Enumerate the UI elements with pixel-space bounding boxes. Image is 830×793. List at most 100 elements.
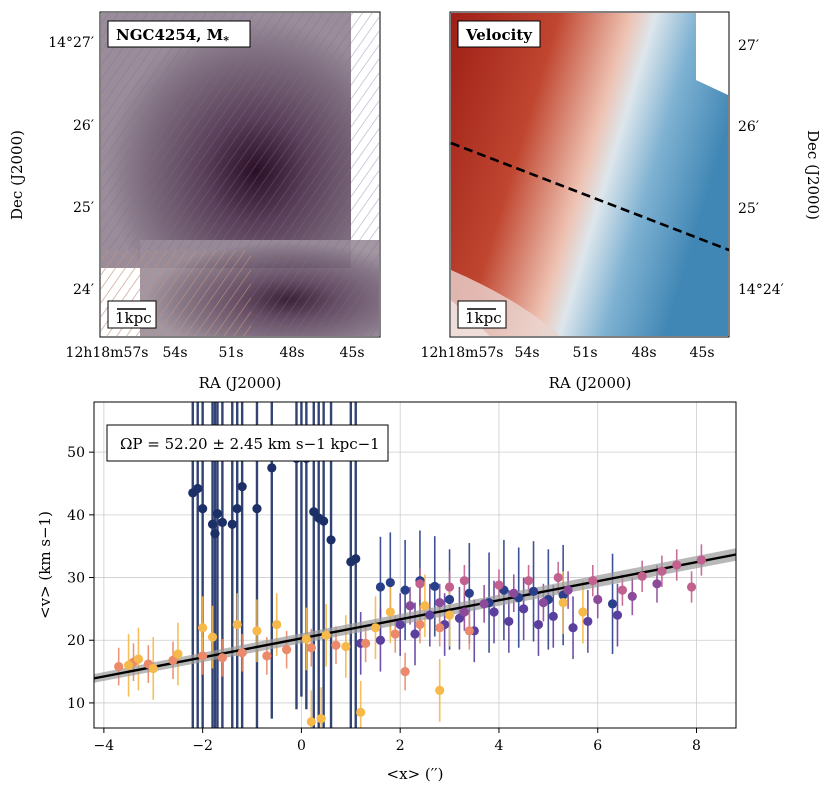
data-point bbox=[538, 598, 549, 608]
data-point bbox=[309, 507, 319, 517]
data-point bbox=[198, 651, 208, 661]
data-point bbox=[435, 598, 445, 608]
velocity-map-dec-tick: 26′ bbox=[738, 119, 759, 135]
mass-map-scalebar-box bbox=[107, 300, 157, 329]
data-point bbox=[375, 635, 386, 645]
data-point bbox=[198, 623, 208, 633]
data-point bbox=[227, 519, 237, 529]
y-tick-label: 30 bbox=[67, 571, 85, 587]
data-point bbox=[652, 579, 662, 589]
y-tick-label: 10 bbox=[67, 696, 85, 712]
velocity-map-ra-tick: 12h18m57s bbox=[421, 345, 504, 361]
data-point bbox=[319, 516, 329, 526]
velocity-map-label-box bbox=[457, 20, 541, 48]
data-point bbox=[321, 630, 331, 640]
velocity-map-scalebar-label: 1kpc bbox=[465, 309, 502, 327]
velocity-map-panel: Velocity 1kpc 27′ 26′ 25′ 14°24′ 12h18m5… bbox=[421, 11, 822, 392]
x-tick-label: 6 bbox=[593, 738, 602, 754]
data-point bbox=[612, 610, 623, 620]
pattern-speed-plot: −4 −2 0 2 4 6 8 10 20 30 40 50 ΩP = 52.20 ± 2.45 km… bbox=[36, 401, 737, 783]
data-point bbox=[593, 594, 603, 605]
mass-map-ra-tick: 51s bbox=[219, 345, 244, 361]
kinematic-axis-line bbox=[450, 141, 730, 252]
data-point bbox=[331, 640, 341, 650]
data-point bbox=[272, 619, 282, 630]
velocity-map-dec-tick: 14°24′ bbox=[738, 282, 784, 298]
mass-map-ylabel: Dec (J2000) bbox=[8, 130, 26, 220]
data-point bbox=[405, 601, 415, 611]
data-point bbox=[435, 623, 445, 633]
data-point bbox=[212, 508, 223, 519]
data-point bbox=[207, 632, 218, 642]
x-tick-label: −2 bbox=[192, 738, 213, 754]
data-point bbox=[637, 571, 647, 581]
mass-map-dec-tick: 25′ bbox=[73, 200, 94, 216]
mass-map-ra-tick: 45s bbox=[340, 345, 365, 361]
data-point bbox=[425, 610, 435, 620]
data-point bbox=[583, 616, 593, 627]
x-tick-label: −4 bbox=[94, 738, 115, 754]
data-point bbox=[356, 707, 366, 717]
data-point bbox=[533, 619, 544, 630]
velocity-map-label: Velocity bbox=[465, 26, 533, 44]
data-point bbox=[217, 517, 227, 527]
data-point bbox=[444, 610, 455, 620]
data-point bbox=[696, 555, 707, 565]
data-point bbox=[528, 586, 539, 596]
data-point bbox=[351, 554, 361, 564]
data-point bbox=[301, 634, 311, 644]
data-point bbox=[262, 651, 272, 661]
data-point bbox=[519, 604, 529, 614]
data-point bbox=[341, 641, 351, 652]
data-point bbox=[198, 503, 208, 514]
data-point bbox=[686, 582, 697, 592]
data-point bbox=[435, 685, 445, 695]
data-point bbox=[415, 579, 425, 589]
data-point bbox=[607, 599, 618, 609]
data-point bbox=[464, 588, 474, 598]
x-tick-label: 4 bbox=[494, 738, 503, 754]
mass-map-label-box bbox=[107, 20, 251, 48]
data-point bbox=[217, 653, 227, 663]
velocity-map-ylabel: Dec (J2000) bbox=[804, 130, 822, 220]
data-point bbox=[568, 623, 578, 633]
data-point bbox=[444, 582, 455, 592]
data-point bbox=[415, 619, 425, 630]
velocity-map-ra-tick: 54s bbox=[515, 345, 540, 361]
velocity-map-dec-tick: 25′ bbox=[738, 201, 759, 217]
data-point bbox=[395, 619, 405, 630]
data-point bbox=[133, 654, 144, 664]
mass-map-ra-tick: 12h18m57s bbox=[66, 345, 149, 361]
data-point bbox=[326, 535, 336, 545]
pattern-speed-annotation: ΩP = 52.20 ± 2.45 km s−1 kpc−1 bbox=[120, 435, 380, 453]
data-point bbox=[306, 717, 316, 727]
data-point bbox=[252, 626, 262, 636]
mass-map-xlabel: RA (J2000) bbox=[199, 374, 282, 392]
data-point bbox=[207, 519, 218, 529]
mass-map-panel: NGC4254, M* 1kpc 14°27′ 26′ 25′ 24′ 12h1… bbox=[8, 11, 381, 392]
data-point bbox=[553, 572, 563, 583]
x-tick-label: 8 bbox=[692, 738, 701, 754]
data-point bbox=[370, 623, 381, 633]
data-point bbox=[627, 591, 637, 601]
data-point bbox=[306, 643, 316, 653]
data-point bbox=[523, 576, 534, 586]
data-point bbox=[232, 619, 242, 630]
velocity-map-xlabel: RA (J2000) bbox=[549, 374, 632, 392]
data-point bbox=[210, 529, 220, 539]
data-point bbox=[430, 581, 440, 591]
data-point bbox=[282, 645, 292, 655]
pattern-speed-annotation-box bbox=[106, 424, 389, 462]
data-point bbox=[193, 483, 203, 494]
velocity-map-ra-tick: 51s bbox=[573, 345, 598, 361]
x-tick-label: 0 bbox=[297, 738, 306, 754]
data-point bbox=[400, 666, 410, 677]
data-point bbox=[444, 594, 455, 605]
plot-xlabel: <x> (′′) bbox=[387, 765, 444, 783]
data-point bbox=[489, 607, 499, 617]
mass-map-dec-tick: 26′ bbox=[73, 118, 94, 134]
data-point bbox=[420, 601, 430, 611]
data-point bbox=[464, 626, 474, 636]
data-point bbox=[459, 607, 469, 617]
data-point bbox=[114, 661, 124, 672]
